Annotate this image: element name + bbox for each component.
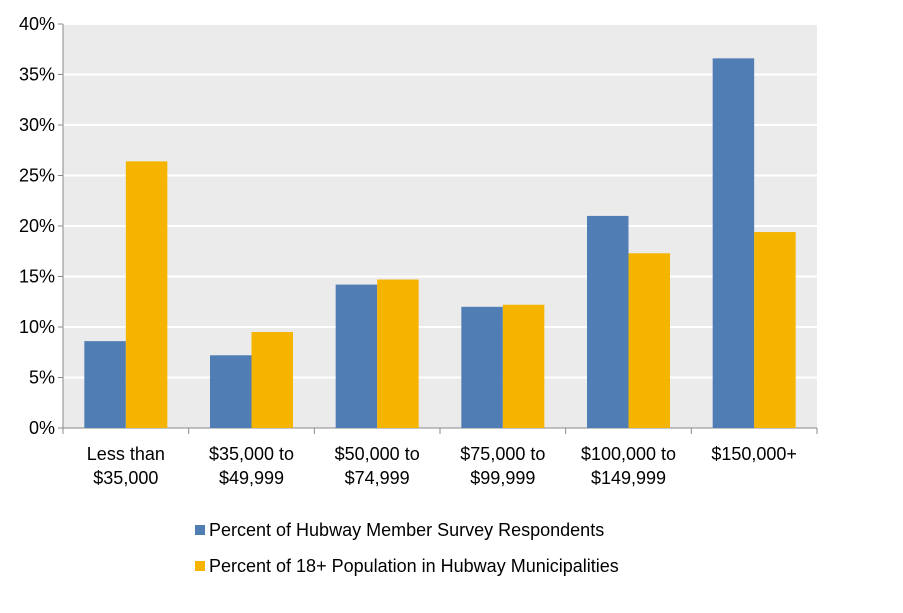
- bar-series2-1: [251, 332, 293, 428]
- bar-series1-0: [84, 341, 126, 428]
- x-tick-label: $50,000 to: [335, 444, 420, 464]
- y-tick-label: 15%: [19, 267, 55, 287]
- y-tick-label: 35%: [19, 65, 55, 85]
- bar-series2-3: [502, 304, 545, 428]
- y-tick-label: 30%: [19, 115, 55, 135]
- y-tick-label: 40%: [19, 14, 55, 34]
- x-tick-label: $99,999: [470, 468, 535, 488]
- x-tick-label: $75,000 to: [460, 444, 545, 464]
- bar-series2-2: [377, 279, 419, 428]
- y-tick-label: 5%: [29, 368, 55, 388]
- x-tick-label: $150,000+: [711, 444, 797, 464]
- x-tick-label: $74,999: [345, 468, 410, 488]
- legend-label: Percent of Hubway Member Survey Responde…: [209, 520, 604, 540]
- x-tick-label: $100,000 to: [581, 444, 676, 464]
- bar-series1-2: [335, 284, 378, 428]
- bar-series1-1: [210, 355, 252, 428]
- x-tick-label: $149,999: [591, 468, 666, 488]
- bar-series1-3: [461, 306, 503, 428]
- x-tick-label: $35,000: [93, 468, 158, 488]
- bar-series1-5: [712, 58, 755, 429]
- y-tick-label: 25%: [19, 166, 55, 186]
- x-tick-label: $35,000 to: [209, 444, 294, 464]
- bar-series2-0: [125, 161, 168, 429]
- bar-series2-5: [754, 232, 796, 428]
- bar-series1-4: [587, 215, 629, 428]
- legend-swatch: [195, 561, 205, 571]
- y-tick-label: 0%: [29, 418, 55, 438]
- y-tick-label: 10%: [19, 317, 55, 337]
- bar-series2-4: [628, 253, 670, 428]
- legend-swatch: [195, 525, 205, 535]
- x-tick-label: $49,999: [219, 468, 284, 488]
- legend-label: Percent of 18+ Population in Hubway Muni…: [209, 556, 619, 576]
- y-tick-label: 20%: [19, 216, 55, 236]
- x-tick-label: Less than: [87, 444, 165, 464]
